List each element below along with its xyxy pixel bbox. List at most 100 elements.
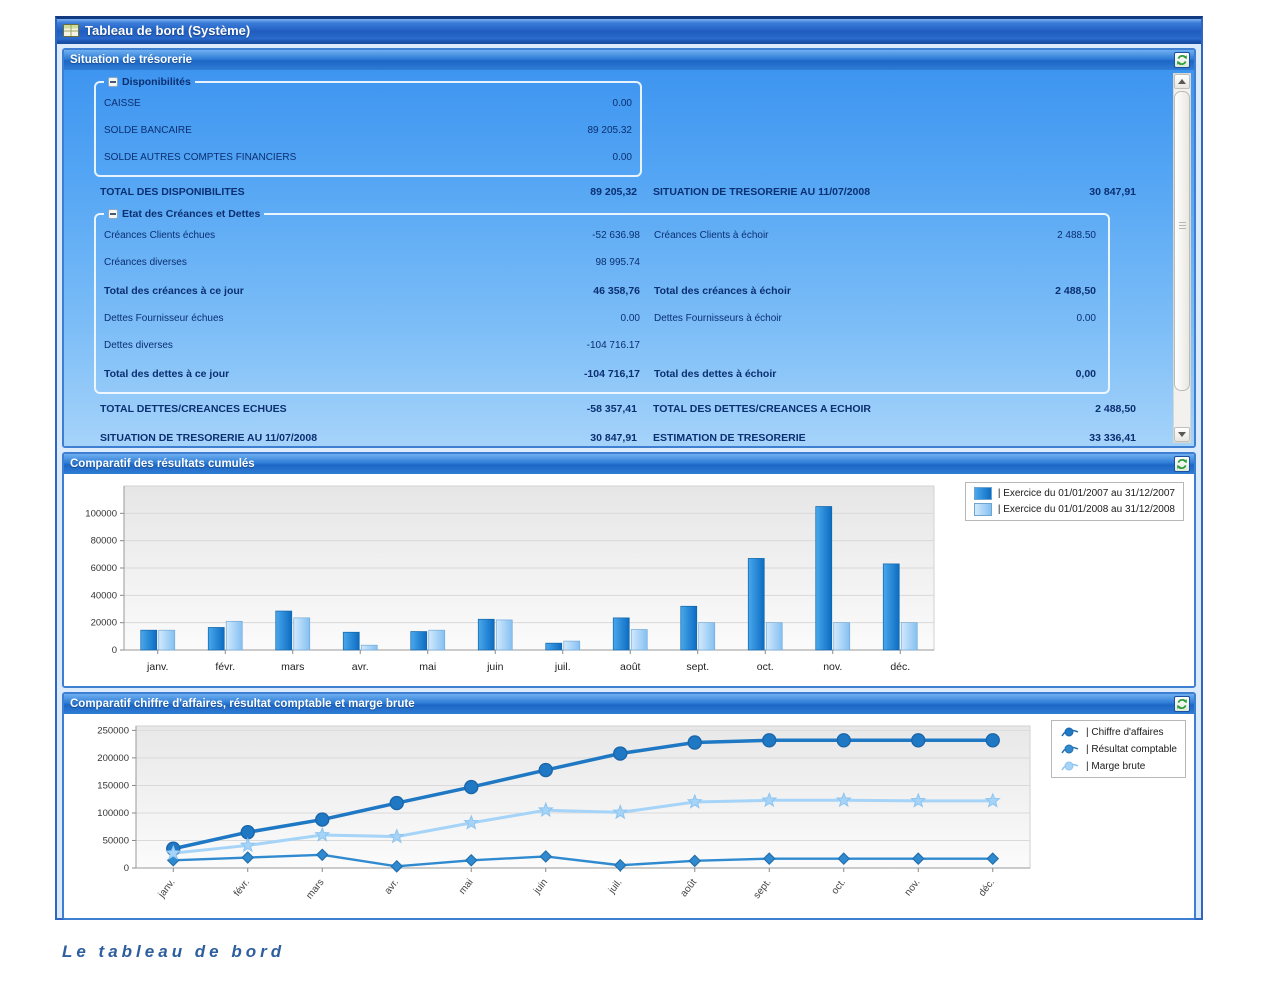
bar-2007 xyxy=(680,605,698,651)
bar-ytick-label: 100000 xyxy=(85,508,117,519)
dashboard-icon xyxy=(63,24,79,37)
bar-2008 xyxy=(630,629,648,651)
treasury-label: TOTAL DES DETTES/CREANCES A ECHOIR xyxy=(653,402,871,415)
marker-circle xyxy=(315,812,330,827)
treasury-label: Créances diverses xyxy=(104,257,187,268)
legend-marker-icon xyxy=(1060,759,1080,773)
refresh-button-bar[interactable] xyxy=(1174,456,1190,472)
marker-star xyxy=(314,826,331,842)
arrow-up-icon xyxy=(1178,79,1186,84)
treasury-cell: TOTAL DETTES/CREANCES ECHUES -58 357,41 xyxy=(100,403,645,415)
treasury-cell: Créances Clients à échoir 2 488.50 xyxy=(640,230,1100,241)
bar-chart: 0 20000 40000 60000 80000 100000 janv. févr. mar… xyxy=(78,478,938,683)
refresh-button-treasury[interactable] xyxy=(1174,52,1190,68)
panel-bar-title: Comparatif des résultats cumulés xyxy=(70,458,255,470)
bar-2008 xyxy=(563,640,581,651)
arrow-down-icon xyxy=(1178,432,1186,437)
marker-diamond xyxy=(837,852,851,865)
table-row-summary: TOTAL DETTES/CREANCES ECHUES -58 357,41 TO… xyxy=(68,394,1168,423)
bar-ytick-label: 0 xyxy=(112,645,117,656)
line-xtick-label: mars xyxy=(304,877,326,901)
marker-circle xyxy=(613,746,628,761)
bar-xtick-label: févr. xyxy=(215,661,235,673)
bar-ytick-label: 40000 xyxy=(91,590,117,601)
marker-star xyxy=(910,792,927,808)
treasury-label: Créances Clients échues xyxy=(104,230,216,241)
line-ytick-label: 200000 xyxy=(97,753,129,764)
scroll-down-button[interactable] xyxy=(1174,427,1190,442)
collapse-icon[interactable] xyxy=(108,209,118,219)
treasury-scrollbar[interactable] xyxy=(1173,73,1191,443)
marker-diamond xyxy=(986,852,1000,865)
marker-star xyxy=(463,814,480,830)
marker-circle xyxy=(985,733,1000,748)
treasury-label: ESTIMATION DE TRESORERIE xyxy=(653,431,806,444)
marker-diamond xyxy=(762,852,776,865)
bar-2007 xyxy=(410,631,428,651)
line-xtick-label: mai xyxy=(457,877,476,896)
bar-2007 xyxy=(747,558,765,651)
marker-star xyxy=(835,791,852,808)
bar-xtick-label: juin xyxy=(486,661,504,673)
line-xtick-label: juin xyxy=(531,877,550,897)
line-xtick-label: juil. xyxy=(606,877,625,896)
line-chart-canvas: 0 50000 100000 150000 200000 250000 janv. févr.… xyxy=(97,725,1031,901)
table-row: CAISSE 0.00 xyxy=(104,90,632,117)
line-xtick-label: août xyxy=(678,877,699,899)
treasury-value: 2 488,50 xyxy=(1095,402,1136,415)
treasury-body: Disponibilités CAISSE 0.00 SOLDE BANCAIRE 89… xyxy=(64,70,1194,446)
legend-entry: | Exercice du 01/01/2007 au 31/12/2007 xyxy=(973,487,1175,500)
dashboard-window: Tableau de bord (Système) Situation de t… xyxy=(55,16,1203,920)
bar-2008 xyxy=(428,629,446,651)
window-title: Tableau de bord (Système) xyxy=(85,23,251,38)
table-row: SOLDE BANCAIRE 89 205.32 xyxy=(104,117,632,144)
bar-xtick-label: mars xyxy=(281,661,304,673)
treasury-cell: SOLDE AUTRES COMPTES FINANCIERS 0.00 xyxy=(104,152,632,163)
marker-diamond xyxy=(390,860,404,873)
treasury-cell: SITUATION DE TRESORERIE AU 11/07/2008 30 … xyxy=(100,432,645,444)
treasury-label: Total des créances à ce jour xyxy=(104,284,244,297)
line-xtick-label: sept. xyxy=(752,877,774,901)
bar-2008 xyxy=(495,619,513,651)
table-row: Total des dettes à ce jour -104 716,17 Tot… xyxy=(104,359,1100,388)
bar-chart-legend: | Exercice du 01/01/2007 au 31/12/2007 | … xyxy=(964,482,1184,521)
treasury-value: 0.00 xyxy=(1076,313,1096,324)
table-row: Créances Clients échues -52 636.98 Créance… xyxy=(104,222,1100,249)
line-chart-body: 0 50000 100000 150000 200000 250000 janv. févr.… xyxy=(64,714,1194,918)
treasury-cell: Total des créances à ce jour 46 358,76 xyxy=(104,285,640,297)
bar-ytick-label: 20000 xyxy=(91,618,117,629)
line-xtick-label: nov. xyxy=(903,877,923,898)
bar-2007 xyxy=(612,617,630,651)
treasury-value: 98 995.74 xyxy=(595,257,641,268)
legend-marker-icon xyxy=(1060,742,1080,756)
treasury-value: 89 205.32 xyxy=(587,125,633,136)
panel-treasury-header: Situation de trésorerie xyxy=(64,50,1194,70)
treasury-cell: TOTAL DES DETTES/CREANCES A ECHOIR 2 488,… xyxy=(645,403,1168,415)
table-row-summary: SITUATION DE TRESORERIE AU 11/07/2008 30 … xyxy=(68,423,1168,446)
treasury-cell: Dettes diverses -104 716.17 xyxy=(104,340,640,351)
line-xtick-label: déc. xyxy=(977,877,997,899)
treasury-label: SOLDE BANCAIRE xyxy=(104,125,192,136)
panel-line-header: Comparatif chiffre d'affaires, résultat … xyxy=(64,694,1194,714)
panel-bar-header: Comparatif des résultats cumulés xyxy=(64,454,1194,474)
bar-xtick-label: mai xyxy=(419,661,436,673)
treasury-value: 0.00 xyxy=(620,313,640,324)
treasury-cell: Total des créances à échoir 2 488,50 xyxy=(640,285,1100,297)
refresh-icon xyxy=(1177,698,1187,710)
table-row: Créances diverses 98 995.74 xyxy=(104,249,1100,276)
scroll-up-button[interactable] xyxy=(1174,74,1190,89)
group-creances-dettes: Etat des Créances et Dettes Créances Clie… xyxy=(94,208,1110,394)
treasury-label: Total des dettes à échoir xyxy=(654,367,777,380)
treasury-value: 30 847,91 xyxy=(1089,185,1136,198)
treasury-cell: ESTIMATION DE TRESORERIE 33 336,41 xyxy=(645,432,1168,444)
bar-2007 xyxy=(342,631,360,651)
scrollbar-thumb[interactable] xyxy=(1174,91,1190,391)
treasury-value: -104 716,17 xyxy=(583,367,640,380)
collapse-icon[interactable] xyxy=(108,77,118,87)
treasury-cell: SOLDE BANCAIRE 89 205.32 xyxy=(104,125,632,136)
bar-xtick-label: août xyxy=(620,661,641,673)
treasury-label: TOTAL DES DISPONIBILITES xyxy=(100,185,245,198)
line-ytick-label: 100000 xyxy=(97,808,129,819)
treasury-cell: Créances diverses 98 995.74 xyxy=(104,257,640,268)
refresh-button-line[interactable] xyxy=(1174,696,1190,712)
